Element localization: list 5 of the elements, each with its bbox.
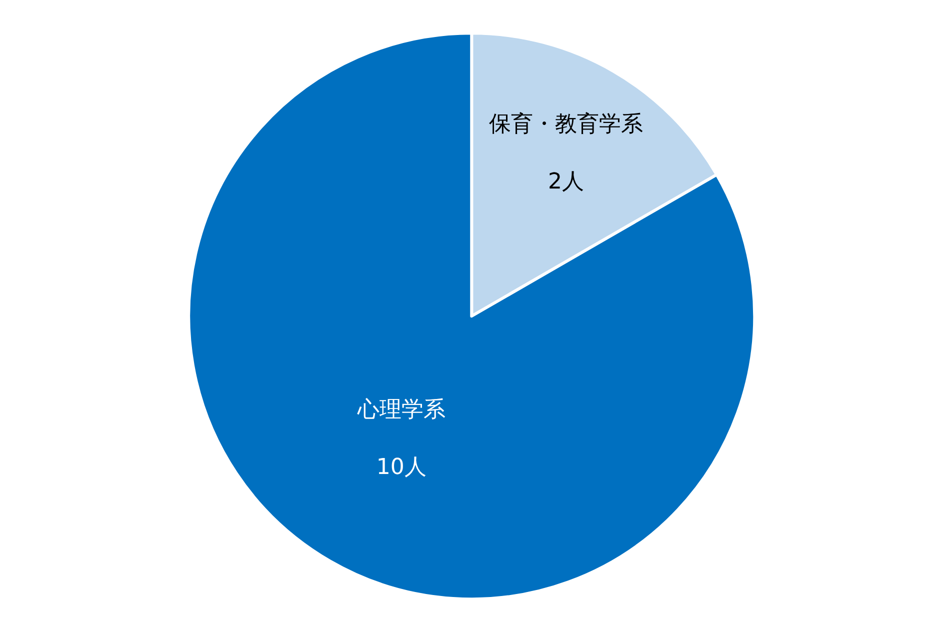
slice-label: 心理学系 [356,398,446,423]
slice-label: 保育・教育学系 [488,111,643,138]
data-label: 2人 [548,169,584,194]
pie-slice [187,32,756,600]
data-label: 10人 [376,454,426,480]
